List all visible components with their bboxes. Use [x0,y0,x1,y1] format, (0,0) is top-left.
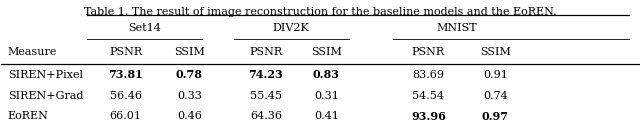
Text: PSNR: PSNR [249,47,282,57]
Text: 0.97: 0.97 [482,111,509,122]
Text: 83.69: 83.69 [412,70,444,80]
Text: 0.91: 0.91 [483,70,508,80]
Text: PSNR: PSNR [109,47,142,57]
Text: SSIM: SSIM [174,47,205,57]
Text: SSIM: SSIM [480,47,511,57]
Text: 55.45: 55.45 [250,91,282,101]
Text: 0.33: 0.33 [177,91,202,101]
Text: Table 1. The result of image reconstruction for the baseline models and the EoRE: Table 1. The result of image reconstruct… [84,7,556,17]
Text: EoREN: EoREN [8,111,49,121]
Text: 56.46: 56.46 [109,91,141,101]
Text: 0.74: 0.74 [483,91,508,101]
Text: DIV2K: DIV2K [273,23,310,33]
Text: 64.36: 64.36 [250,111,282,121]
Text: SSIM: SSIM [311,47,342,57]
Text: MNIST: MNIST [436,23,477,33]
Text: 0.78: 0.78 [176,69,203,80]
Text: 0.83: 0.83 [313,69,340,80]
Text: 93.96: 93.96 [411,111,446,122]
Text: 54.54: 54.54 [412,91,444,101]
Text: 0.46: 0.46 [177,111,202,121]
Text: Set14: Set14 [129,23,161,33]
Text: Measure: Measure [8,47,57,57]
Text: PSNR: PSNR [412,47,445,57]
Text: 73.81: 73.81 [108,69,143,80]
Text: SIREN+Grad: SIREN+Grad [8,91,83,101]
Text: 66.01: 66.01 [109,111,141,121]
Text: 0.41: 0.41 [314,111,339,121]
Text: 0.31: 0.31 [314,91,339,101]
Text: 74.23: 74.23 [248,69,284,80]
Text: SIREN+Pixel: SIREN+Pixel [8,70,83,80]
